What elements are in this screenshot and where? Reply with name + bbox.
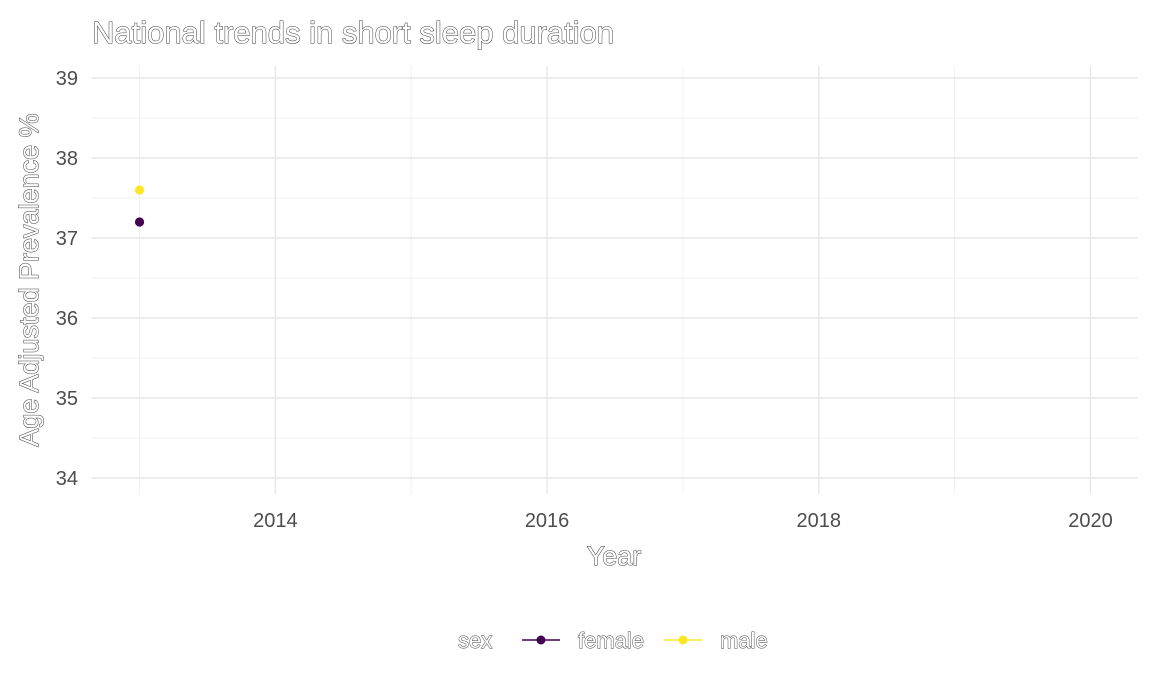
x-tick-label: 2020 xyxy=(1068,510,1113,532)
x-tick-label: 2018 xyxy=(797,510,842,532)
legend-title: sex xyxy=(458,628,492,653)
plot-grid xyxy=(92,66,1138,494)
data-point-male xyxy=(134,185,145,195)
data-point-female xyxy=(134,217,145,227)
legend-label-female: female xyxy=(578,628,644,653)
x-tick-label: 2016 xyxy=(525,510,570,532)
y-tick-label: 38 xyxy=(56,148,78,170)
y-tick-label: 35 xyxy=(56,388,78,410)
legend: sex female male xyxy=(458,628,769,654)
y-axis-ticks: 34 35 36 37 38 39 xyxy=(56,68,78,490)
chart-title: National trends in short sleep duration xyxy=(92,15,614,50)
y-tick-label: 37 xyxy=(56,228,78,250)
y-axis-title: Age Adjusted Prevalence % xyxy=(14,113,44,446)
x-axis-title: Year xyxy=(587,541,642,571)
y-tick-label: 34 xyxy=(56,468,78,490)
legend-key-female xyxy=(522,635,560,645)
x-tick-label: 2014 xyxy=(253,510,298,532)
legend-key-male xyxy=(664,635,702,645)
y-tick-label: 39 xyxy=(56,68,78,90)
y-tick-label: 36 xyxy=(56,308,78,330)
data-points xyxy=(134,185,145,227)
x-axis-ticks: 2014 2016 2018 2020 xyxy=(253,510,1113,532)
legend-label-male: male xyxy=(720,628,768,653)
